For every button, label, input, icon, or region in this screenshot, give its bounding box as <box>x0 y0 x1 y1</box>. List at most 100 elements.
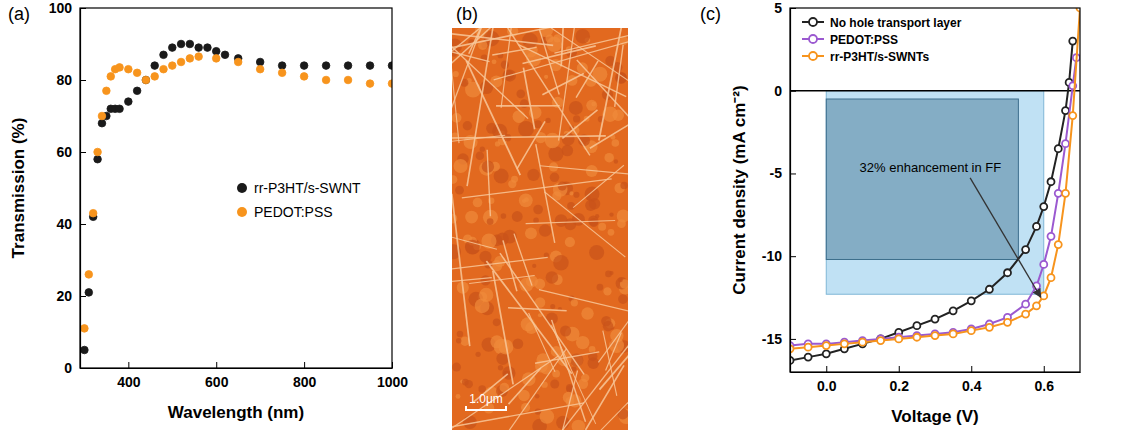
texture-blob <box>612 109 624 121</box>
texture-blob <box>545 118 550 123</box>
texture-blob <box>522 33 538 49</box>
texture-blob <box>465 240 480 255</box>
texture-blob <box>513 338 524 349</box>
data-point <box>1040 203 1047 210</box>
data-point <box>322 62 330 70</box>
nanotube <box>562 110 597 139</box>
texture-blob <box>544 252 549 257</box>
tick: 0.4 <box>962 366 982 394</box>
tick-mark <box>80 368 86 369</box>
texture-blob <box>480 275 490 285</box>
tick: 20 <box>56 288 86 304</box>
texture-blob <box>598 223 606 231</box>
tick-mark <box>80 80 86 81</box>
texture-blob <box>595 214 599 218</box>
texture-blob <box>501 61 509 69</box>
data-point <box>1048 233 1055 240</box>
data-point <box>841 340 848 347</box>
data-point <box>300 62 308 70</box>
data-point <box>1055 145 1062 152</box>
tick-mark <box>790 173 796 174</box>
texture-blob <box>463 121 472 130</box>
nanotube <box>487 150 490 217</box>
tick-mark <box>128 362 129 368</box>
texture-blob <box>524 197 529 202</box>
texture-blob <box>479 161 494 176</box>
texture-blob <box>545 35 553 43</box>
tick-mark <box>392 362 393 368</box>
texture-blob <box>571 299 578 306</box>
nanotube <box>452 28 486 62</box>
plot-area <box>81 40 392 354</box>
legend-item: rr-P3HT/s-SWNTs <box>802 50 929 64</box>
data-point <box>116 105 124 113</box>
data-point <box>823 350 830 357</box>
texture-blob <box>498 365 503 370</box>
nanotube <box>528 28 628 109</box>
data-point <box>256 65 264 73</box>
texture-blob <box>456 338 461 343</box>
data-point <box>177 58 185 66</box>
texture-blob <box>589 346 596 353</box>
nanotube <box>466 61 520 175</box>
tick: 0.6 <box>1035 366 1055 394</box>
data-point <box>133 69 141 77</box>
texture-blob <box>545 133 560 148</box>
data-point <box>81 325 89 333</box>
texture-blob <box>586 100 597 111</box>
nanotube <box>469 276 534 284</box>
texture-blob <box>508 180 516 188</box>
reference-line <box>790 90 1080 92</box>
data-point <box>195 44 203 52</box>
x-axis: 4006008001000 <box>81 362 409 390</box>
nanotube <box>503 240 517 291</box>
tick-mark <box>790 256 796 257</box>
legend-item: No hole transport layer <box>802 16 962 30</box>
texture-blob <box>573 115 580 122</box>
data-point <box>877 337 884 344</box>
data-point <box>859 339 866 346</box>
data-point <box>986 286 993 293</box>
data-point <box>968 297 975 304</box>
tick: 1000 <box>377 362 408 390</box>
legend: No hole transport layer PEDOT:PSS rr-P3HT/… <box>802 16 962 64</box>
tick: 0 <box>774 83 796 99</box>
annotation-arrow <box>970 178 1041 297</box>
data-point <box>212 47 220 55</box>
tick: 5 <box>774 0 796 16</box>
legend-marker <box>809 35 817 43</box>
tick-label: 1000 <box>377 374 408 390</box>
legend-item: PEDOT:PSS <box>802 33 898 47</box>
texture-blob <box>581 307 593 319</box>
data-point <box>212 55 220 63</box>
nanotube <box>573 165 624 207</box>
texture-blob <box>476 152 485 161</box>
tick-mark <box>790 91 796 92</box>
panel-label: (a) <box>8 4 30 24</box>
micrograph <box>452 28 628 430</box>
data-point <box>168 62 176 70</box>
tick-mark <box>1044 366 1045 372</box>
nanotube <box>452 257 548 274</box>
tick-label: 60 <box>56 144 72 160</box>
texture-blob <box>569 101 583 115</box>
nanotube <box>452 28 564 57</box>
texture-blob <box>575 29 590 44</box>
data-point <box>1040 292 1047 299</box>
tick: 0.2 <box>890 366 910 394</box>
region <box>826 99 1018 259</box>
y-axis-title: Current density (mA cm⁻²) <box>730 85 749 294</box>
texture-blob <box>487 218 494 225</box>
plot-area <box>790 8 1080 364</box>
data-point <box>913 334 920 341</box>
texture-blob <box>550 304 555 309</box>
nanotube <box>518 45 626 97</box>
data-point <box>1004 319 1011 326</box>
texture-blob <box>618 294 628 304</box>
texture-blob <box>572 420 585 430</box>
texture-blob <box>550 379 559 388</box>
nanotube <box>561 28 565 66</box>
data-point <box>1033 302 1040 309</box>
data-point <box>913 322 920 329</box>
data-point <box>89 209 97 217</box>
